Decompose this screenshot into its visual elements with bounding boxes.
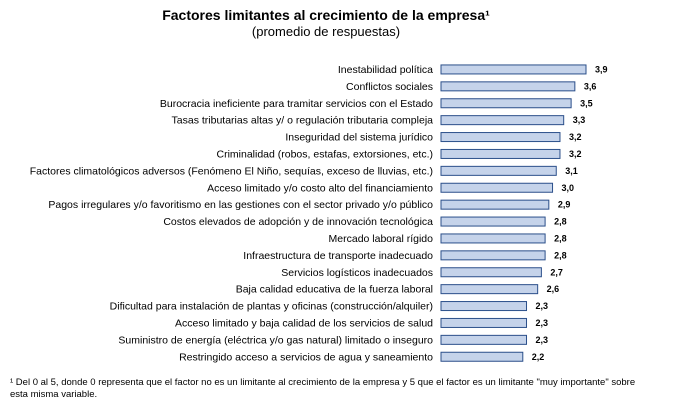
value-label: 3,5 bbox=[580, 98, 593, 108]
bar bbox=[440, 250, 546, 261]
value-label: 3,2 bbox=[569, 132, 582, 142]
bar bbox=[440, 267, 542, 278]
category-label: Burocracia ineficiente para tramitar ser… bbox=[160, 98, 433, 110]
value-label: 3,0 bbox=[562, 183, 575, 193]
category-label: Inestabilidad política bbox=[338, 64, 433, 76]
value-label: 2,8 bbox=[554, 217, 567, 227]
bar bbox=[440, 148, 561, 159]
bar bbox=[440, 199, 550, 210]
value-label: 3,3 bbox=[573, 115, 586, 125]
value-label: 2,7 bbox=[550, 267, 563, 277]
bar bbox=[440, 301, 528, 312]
value-label: 3,9 bbox=[595, 64, 608, 74]
footnote: ¹ Del 0 al 5, donde 0 representa que el … bbox=[10, 377, 636, 400]
category-label: Suministro de energía (eléctrica y/o gas… bbox=[118, 334, 433, 346]
chart-subtitle: (promedio de respuestas) bbox=[251, 24, 401, 39]
bar bbox=[440, 182, 554, 193]
bar bbox=[440, 351, 524, 362]
category-label: Inseguridad del sistema jurídico bbox=[285, 132, 433, 144]
value-label: 3,6 bbox=[584, 81, 597, 91]
category-label: Infraestructura de transporte inadecuado bbox=[243, 250, 433, 262]
bar bbox=[440, 115, 565, 126]
value-label: 2,3 bbox=[536, 318, 549, 328]
value-label: 2,8 bbox=[554, 233, 567, 243]
value-label: 2,8 bbox=[554, 250, 567, 260]
bar bbox=[440, 233, 546, 244]
category-label: Acceso limitado y baja calidad de los se… bbox=[175, 317, 433, 329]
category-label: Tasas tributarias altas y/ o regulación … bbox=[172, 115, 434, 127]
bar bbox=[440, 334, 528, 345]
category-label: Dificultad para instalación de plantas y… bbox=[110, 301, 433, 313]
category-label: Criminalidad (robos, estafas, extorsione… bbox=[216, 148, 433, 160]
bar bbox=[440, 132, 561, 143]
value-label: 2,3 bbox=[536, 301, 549, 311]
bar bbox=[440, 98, 572, 109]
bar bbox=[440, 64, 587, 75]
category-label: Costos elevados de adopción y de innovac… bbox=[163, 216, 433, 228]
value-label: 2,6 bbox=[547, 284, 560, 294]
value-label: 3,2 bbox=[569, 149, 582, 159]
category-label: Pagos irregulares y/o favoritismo en las… bbox=[48, 199, 433, 211]
bar bbox=[440, 216, 546, 227]
category-label: Factores climatológicos adversos (Fenóme… bbox=[30, 165, 433, 177]
bar bbox=[440, 284, 539, 295]
category-label: Acceso limitado y/o costo alto del finan… bbox=[207, 182, 433, 194]
category-label: Restringido acceso a servicios de agua y… bbox=[179, 351, 433, 363]
bar bbox=[440, 317, 528, 328]
value-label: 3,1 bbox=[565, 166, 578, 176]
category-label: Baja calidad educativa de la fuerza labo… bbox=[236, 284, 433, 296]
category-label: Conflictos sociales bbox=[346, 81, 433, 93]
category-label: Mercado laboral rígido bbox=[329, 233, 434, 245]
value-label: 2,3 bbox=[536, 335, 549, 345]
bar bbox=[440, 165, 557, 176]
chart-title: Factores limitantes al crecimiento de la… bbox=[162, 7, 490, 23]
value-label: 2,9 bbox=[558, 200, 571, 210]
bar bbox=[440, 81, 576, 92]
category-label: Servicios logísticos inadecuados bbox=[281, 267, 433, 279]
value-label: 2,2 bbox=[532, 352, 545, 362]
